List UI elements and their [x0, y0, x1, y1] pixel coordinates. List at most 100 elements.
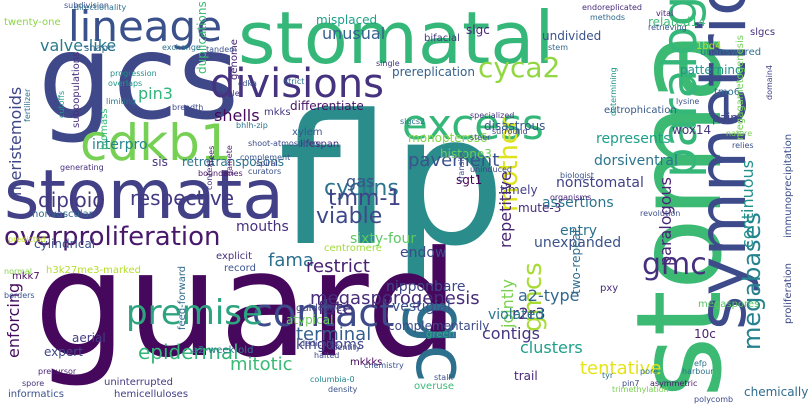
word: a2-type — [518, 286, 580, 305]
word: stomata — [4, 156, 284, 235]
word: overproliferation — [4, 222, 221, 252]
word: stalk — [434, 373, 454, 382]
word: sis — [152, 155, 168, 169]
word: guard — [34, 220, 459, 390]
word: prereplication — [392, 65, 475, 79]
word: asymmetric — [650, 379, 698, 388]
word: strict — [284, 77, 305, 86]
word: assertions — [542, 195, 614, 211]
word: single — [376, 59, 400, 68]
word: cylindrical — [34, 237, 96, 251]
word: identity — [330, 343, 361, 352]
word: explicit — [216, 251, 252, 262]
word: nature — [726, 129, 753, 138]
word: cyca2 — [478, 51, 561, 84]
word: retrotransposons — [182, 155, 285, 169]
word: efp — [694, 359, 707, 368]
word: unexpanded — [534, 235, 622, 251]
word: spore — [22, 379, 45, 388]
word: trail — [514, 369, 538, 383]
word: bhlh-zip — [236, 121, 268, 130]
word: stem — [548, 43, 569, 52]
word: flp — [278, 77, 506, 286]
word: guidelines — [296, 303, 348, 314]
word: contact — [252, 291, 395, 335]
word: generating — [60, 163, 104, 172]
word: chemistry — [364, 361, 404, 370]
word: sgt1 — [456, 173, 483, 187]
word: wox14 — [672, 123, 712, 137]
word: tyr — [602, 371, 614, 380]
word: pin7 — [622, 379, 640, 388]
word: hemicelluloses — [114, 389, 189, 400]
word: nipponbare — [386, 279, 466, 295]
word: endoreplicated — [582, 3, 642, 12]
word: viable — [316, 204, 383, 229]
word: relies — [732, 141, 754, 150]
word: a2-week-old — [192, 345, 254, 356]
word: r2r3 — [512, 304, 546, 323]
word: lifespan — [300, 139, 340, 150]
word: aerial — [72, 331, 106, 345]
word: paint — [712, 111, 743, 125]
word: gas — [346, 172, 375, 191]
word: violated — [488, 307, 545, 323]
word: density — [328, 385, 358, 394]
word: timely — [500, 183, 538, 197]
word: 1bd4 — [696, 41, 722, 52]
word: transits — [457, 151, 466, 182]
word: epidermal — [138, 340, 239, 364]
word: xylem — [292, 127, 323, 138]
word: expert — [44, 345, 83, 359]
word: unusual — [322, 24, 386, 43]
word: vestigial — [392, 299, 451, 315]
word: h3k27me3-marked — [46, 265, 141, 276]
word: chemically — [744, 385, 808, 399]
word: cyclins — [324, 176, 399, 201]
word: proliferation — [783, 263, 794, 324]
word: interpro — [92, 137, 148, 153]
word: duplications — [195, 1, 209, 74]
word: megaspores — [698, 299, 760, 310]
word: precursor — [38, 367, 77, 376]
word: methods — [590, 13, 626, 22]
word: halted — [314, 351, 340, 360]
word: normal — [4, 267, 33, 276]
word: overlaps — [108, 79, 143, 88]
word: pin3 — [138, 84, 173, 103]
word: shells — [214, 106, 260, 125]
word: divisions — [210, 61, 384, 107]
word: vital — [656, 9, 674, 18]
word: slgcs2 — [400, 117, 426, 126]
word: pore — [640, 367, 659, 376]
word: columbia-0 — [310, 375, 355, 384]
word: dedicates — [300, 339, 339, 348]
word: centromere — [324, 243, 382, 254]
word: lineage — [68, 2, 223, 51]
word: nuclei — [218, 89, 242, 98]
word: mitotic — [230, 354, 293, 375]
word: curators — [248, 167, 282, 176]
word: steer — [470, 133, 491, 142]
word: entry — [560, 223, 598, 239]
word: patterning — [680, 63, 743, 77]
word: informatics — [8, 389, 64, 400]
word: shoot-atmosphere — [248, 139, 322, 148]
word: revolution — [640, 209, 681, 218]
word: directionality — [74, 3, 127, 12]
word: shape — [84, 43, 115, 54]
word: slgc — [466, 23, 490, 37]
word: restrict — [306, 256, 370, 277]
word: specialized — [470, 111, 515, 120]
word: borders — [4, 291, 35, 300]
word: contigs — [482, 324, 540, 343]
word: spiral — [256, 159, 278, 168]
word: megagametogenesis — [735, 35, 746, 140]
word: lysine — [676, 97, 700, 106]
word: complement — [240, 153, 291, 162]
word: respective — [130, 186, 235, 210]
word: sixty-four — [350, 231, 417, 247]
word: cutoffs — [57, 90, 66, 118]
word: kingdoms — [296, 337, 365, 353]
